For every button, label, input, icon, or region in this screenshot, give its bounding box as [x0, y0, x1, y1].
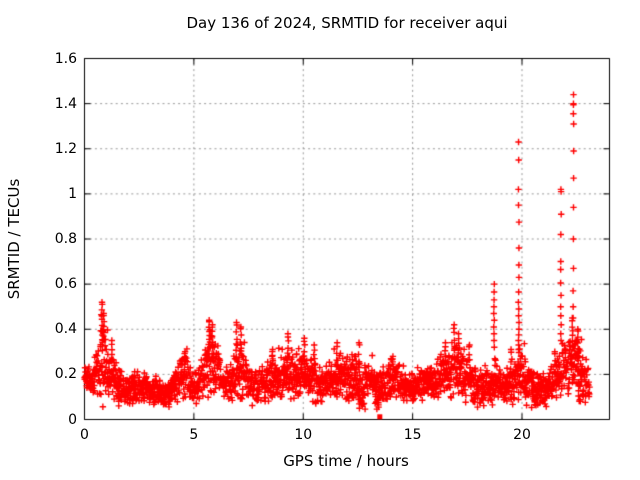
x-tick-label: 10 [294, 427, 313, 443]
x-tick-label: 15 [403, 427, 422, 443]
y-tick-label: 0.4 [54, 321, 77, 338]
x-tick-label: 20 [513, 427, 531, 443]
y-tick-label: 0.2 [54, 366, 77, 383]
y-tick-label: 1.2 [54, 140, 77, 157]
y-tick-label: 0.8 [54, 231, 77, 247]
x-axis-label: GPS time / hours [283, 452, 409, 470]
y-tick-label: 0 [68, 411, 77, 428]
chart-title: Day 136 of 2024, SRMTID for receiver aqu… [186, 14, 508, 32]
y-tick-label: 1 [68, 185, 77, 202]
x-tick-label: 0 [80, 427, 89, 443]
x-tick-label: 5 [189, 427, 199, 443]
y-tick-label: 0.6 [54, 276, 77, 293]
y-tick-label: 1.6 [54, 50, 77, 67]
y-tick-label: 1.4 [54, 95, 77, 112]
y-axis-label: SRMTID / TECUs [5, 178, 23, 300]
